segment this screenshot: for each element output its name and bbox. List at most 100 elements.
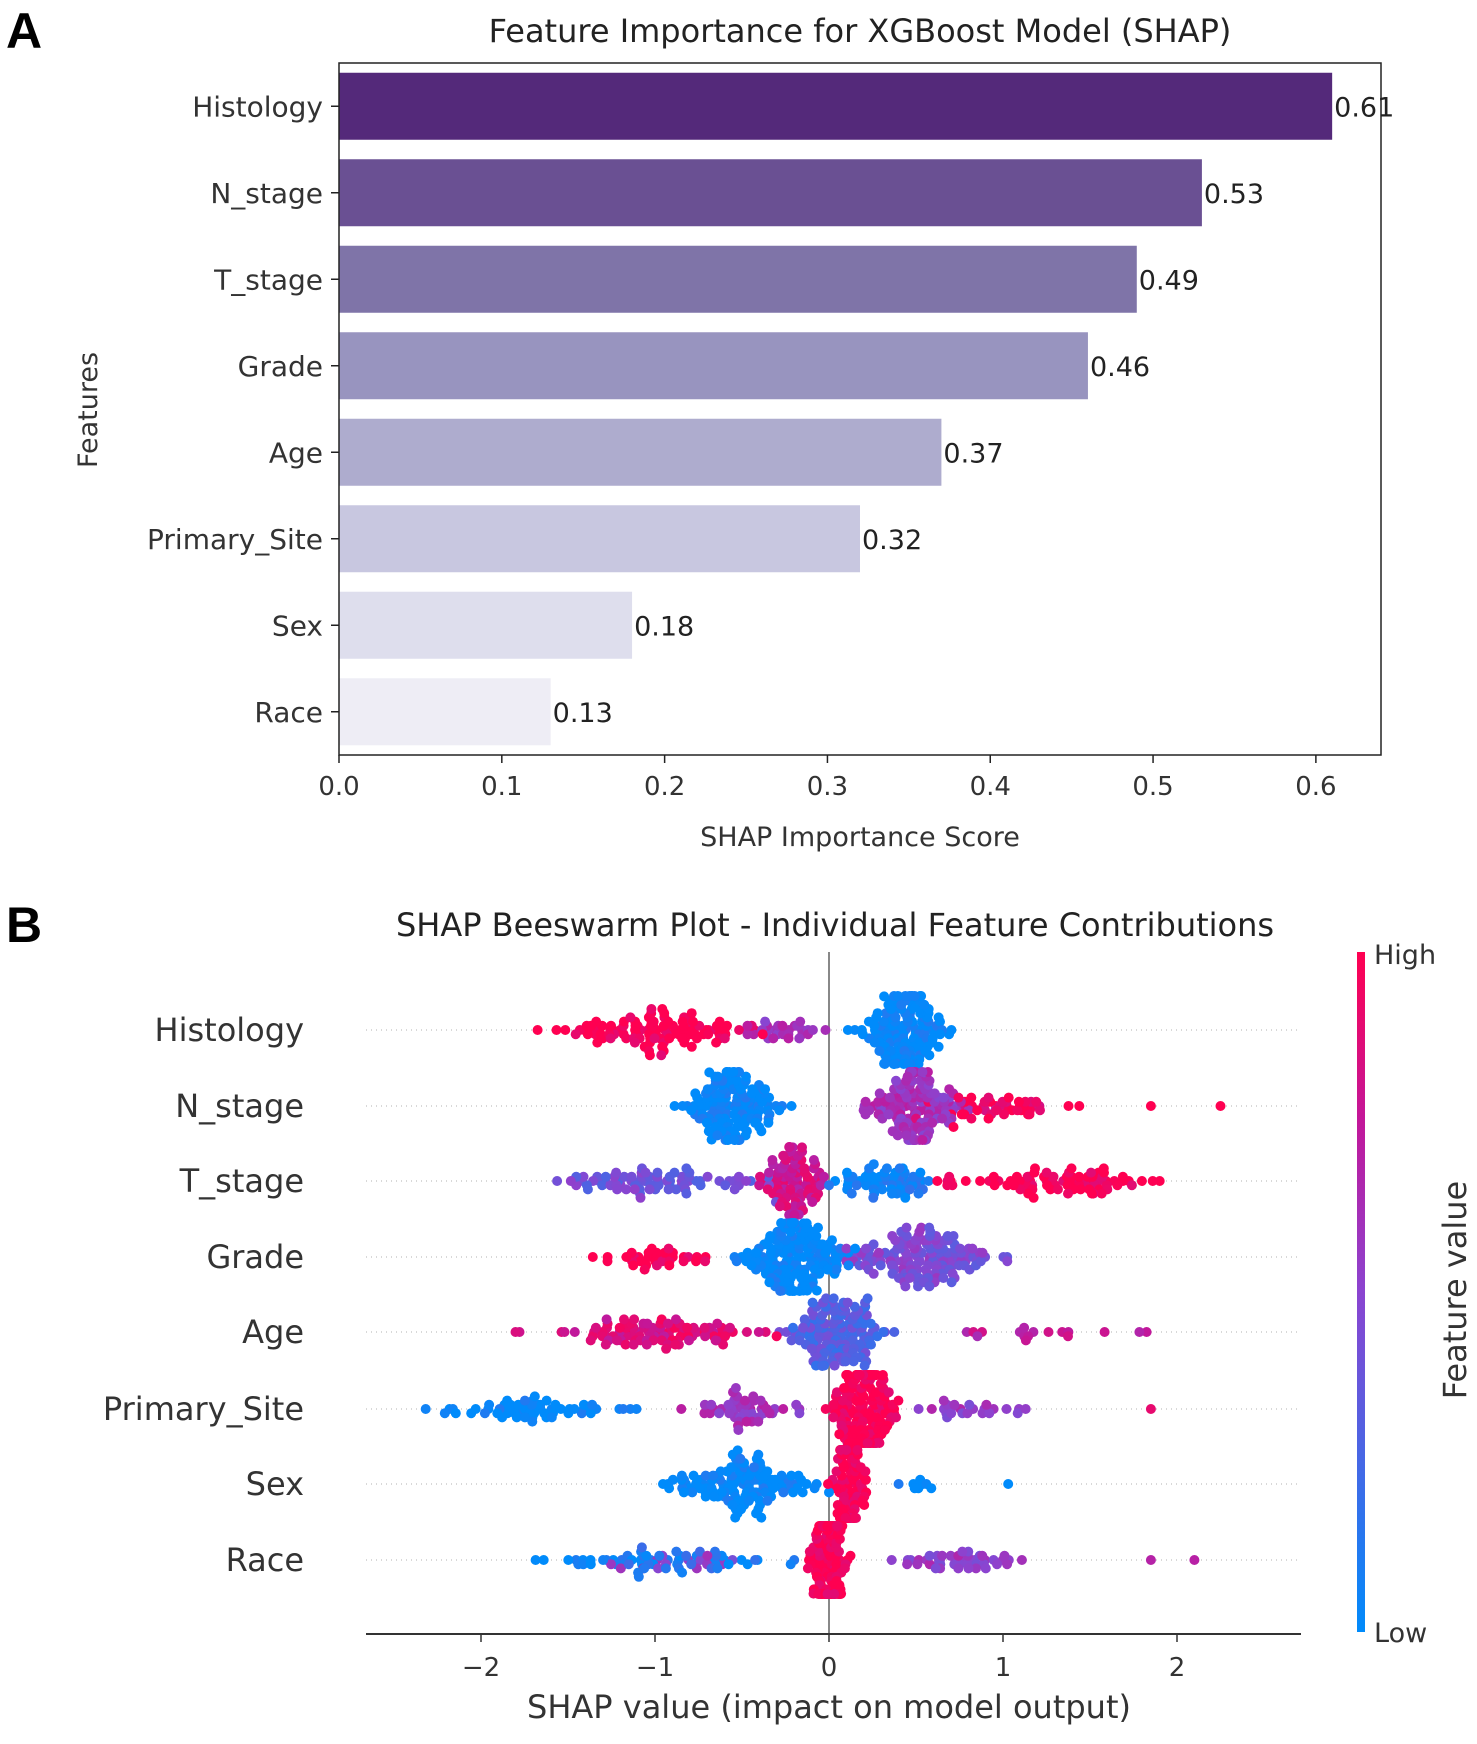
beeswarm-dot-primary_site (439, 1408, 450, 1419)
beeswarm-dot-grade (977, 1247, 988, 1258)
beeswarm-dot-age (619, 1314, 629, 1325)
beeswarm-dot-age (760, 1327, 771, 1337)
beeswarm-dot-n_stage (704, 1067, 715, 1078)
beeswarm-dot-race (653, 1563, 664, 1574)
x-tick-label: 0.5 (1132, 772, 1173, 802)
beeswarm-dot-age (670, 1339, 681, 1350)
beeswarm-dot-n_stage (891, 1075, 901, 1086)
beeswarm-dot-race (957, 1546, 968, 1557)
beeswarm-dot-n_stage (944, 1084, 955, 1095)
beeswarm-dot-sex (809, 1483, 820, 1494)
beeswarm-dot-grade (628, 1260, 639, 1271)
beeswarm-dot-primary_site (497, 1412, 508, 1423)
beeswarm-dot-primary_site (479, 1408, 490, 1419)
beeswarm-dot-t_stage (565, 1176, 576, 1186)
beeswarm-dot-grade (1002, 1256, 1013, 1267)
beeswarm-dot-grade (955, 1243, 966, 1254)
beeswarm-dot-grade (901, 1222, 912, 1233)
beeswarm-dot-primary_site (828, 1399, 839, 1410)
beeswarm-dot-grade (860, 1243, 871, 1254)
beeswarm-dot-n_stage (927, 1117, 938, 1128)
feature-label: Race (226, 1541, 304, 1579)
beeswarm-dot-t_stage (702, 1171, 713, 1182)
dots (420, 991, 1226, 1599)
bar-value-label: 0.13 (553, 698, 613, 729)
beeswarm-dot-t_stage (1030, 1163, 1040, 1174)
beeswarm-dot-t_stage (819, 1171, 829, 1182)
bar-chart: Feature Importance for XGBoost Model (SH… (73, 12, 1394, 853)
beeswarm-dot-grade (731, 1256, 742, 1267)
beeswarm-dot-race (750, 1555, 761, 1565)
beeswarm-dot-n_stage (1013, 1096, 1024, 1107)
bar-primary_site (339, 505, 860, 573)
beeswarm-dot-race (654, 1550, 665, 1561)
beeswarm-dot-race (845, 1550, 856, 1561)
beeswarm-dot-age (671, 1314, 681, 1325)
beeswarm-dot-race (999, 1550, 1010, 1561)
beeswarm-dot-primary_site (753, 1416, 764, 1427)
beeswarm-dot-primary_site (741, 1416, 752, 1427)
feature-label: Age (242, 1313, 304, 1351)
beeswarm-dot-sex (664, 1483, 675, 1494)
beeswarm-dot-histology (757, 1029, 768, 1040)
beeswarm-dot-t_stage (913, 1188, 924, 1199)
beeswarm-dot-t_stage (629, 1184, 640, 1195)
beeswarm-dot-histology (677, 1016, 688, 1027)
beeswarm-dot-n_stage (760, 1084, 771, 1095)
beeswarm-dot-primary_site (883, 1387, 894, 1398)
bar-value-label: 0.18 (634, 611, 694, 642)
beeswarm-dot-sex (770, 1474, 780, 1485)
beeswarm-dot-age (620, 1339, 631, 1350)
beeswarm-dot-primary_site (839, 1383, 849, 1393)
beeswarm-dot-race (832, 1521, 843, 1531)
beeswarm-dot-primary_site (724, 1408, 735, 1419)
beeswarm-dot-t_stage (915, 1167, 926, 1178)
beeswarm-dot-primary_site (862, 1438, 873, 1448)
beeswarm-dot-grade (924, 1281, 935, 1292)
beeswarm-dot-n_stage (874, 1088, 885, 1099)
beeswarm-dot-grade (691, 1256, 701, 1267)
beeswarm-dot-t_stage (877, 1184, 888, 1195)
beeswarm-dot-sex (926, 1483, 937, 1494)
x-tick-label: 0.4 (970, 772, 1011, 802)
beeswarm-dot-histology (570, 1029, 581, 1040)
beeswarm-dot-histology (919, 999, 930, 1010)
beeswarm-dot-sex (730, 1512, 741, 1523)
beeswarm-dot-histology (646, 1004, 657, 1014)
beeswarm-dot-primary_site (964, 1399, 975, 1410)
beeswarm-dot-age (1063, 1331, 1073, 1342)
beeswarm-dot-primary_site (555, 1404, 566, 1414)
beeswarm-dot-grade (765, 1231, 776, 1241)
beeswarm-dot-n_stage (724, 1067, 735, 1077)
beeswarm-dot-race (641, 1550, 652, 1561)
y-tick-label: Primary_Site (147, 523, 323, 556)
beeswarm-dot-histology (656, 1050, 667, 1061)
beeswarm-dot-t_stage (754, 1180, 765, 1191)
beeswarm-dot-t_stage (1008, 1180, 1019, 1191)
beeswarm-dot-primary_site (891, 1412, 901, 1423)
beeswarm-dot-race (702, 1550, 713, 1561)
beeswarm-dot-sex (749, 1462, 759, 1473)
beeswarm-dot-age (859, 1360, 870, 1371)
beeswarm-dot-sex (801, 1479, 812, 1489)
beeswarm-dot-age (559, 1327, 570, 1337)
beeswarm-dot-grade (900, 1281, 911, 1292)
feature-label: Sex (246, 1465, 304, 1503)
beeswarm-dot-histology (795, 1016, 806, 1027)
beeswarm-dot-race (980, 1563, 991, 1574)
feature-labels: Histology N_stage T_stage Grade Age Primary_S… (103, 1011, 304, 1579)
beeswarm-dot-n_stage (1012, 1105, 1023, 1116)
beeswarm-dot-t_stage (681, 1188, 692, 1199)
beeswarm-dot-grade (811, 1285, 822, 1296)
beeswarm-dot-race (912, 1559, 923, 1570)
beeswarm-dot-grade (822, 1264, 833, 1275)
y-tick-label: N_stage (210, 177, 323, 210)
beeswarm-dot-race (598, 1555, 609, 1565)
beeswarm-dot-race (538, 1555, 549, 1565)
beeswarm-dot-grade (831, 1264, 842, 1275)
beeswarm-dot-grade (887, 1231, 898, 1241)
beeswarm-dot-race (804, 1546, 815, 1557)
beeswarm-dot-sex (793, 1470, 804, 1481)
beeswarm-dot-age (725, 1322, 735, 1333)
beeswarm-dot-t_stage (824, 1180, 834, 1191)
